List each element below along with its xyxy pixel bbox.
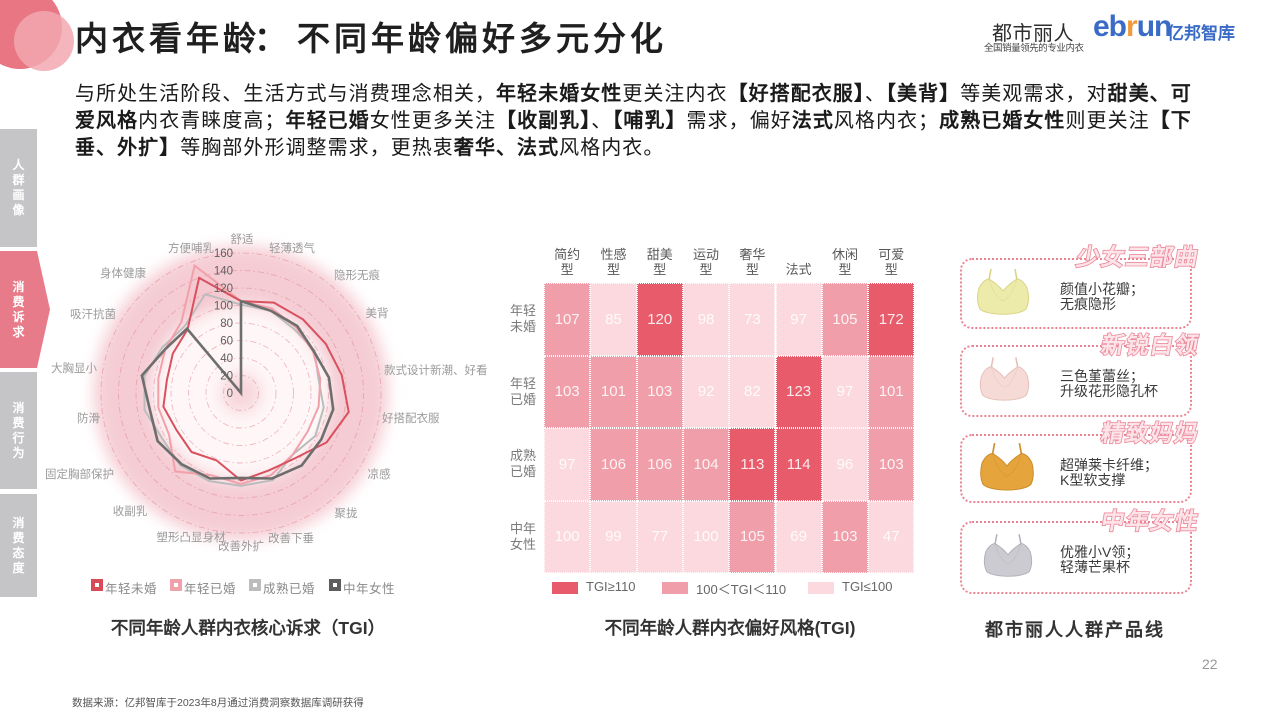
svg-text:100: 100: [214, 301, 233, 313]
svg-text:中年女性: 中年女性: [1099, 508, 1200, 534]
svg-text:160: 160: [214, 248, 233, 260]
svg-text:舒适: 舒适: [231, 232, 254, 246]
svg-text:0: 0: [227, 388, 233, 400]
svg-text:精致妈妈: 精致妈妈: [1099, 420, 1200, 446]
svg-text:隐形无痕: 隐形无痕: [334, 268, 380, 282]
svg-text:改善下垂: 改善下垂: [268, 531, 314, 545]
svg-text:120: 120: [214, 283, 233, 295]
svg-text:固定胸部保护: 固定胸部保护: [45, 467, 114, 481]
svg-text:好搭配衣服: 好搭配衣服: [382, 411, 440, 425]
svg-text:新锐白领: 新锐白领: [1099, 332, 1200, 358]
svg-text:80: 80: [220, 318, 233, 330]
svg-text:40: 40: [220, 353, 233, 365]
svg-text:大胸显小: 大胸显小: [51, 361, 97, 375]
svg-text:收副乳: 收副乳: [113, 504, 148, 518]
svg-text:方便哺乳: 方便哺乳: [168, 241, 214, 255]
svg-text:少女三部曲: 少女三部曲: [1074, 244, 1200, 270]
svg-text:凉感: 凉感: [368, 467, 391, 481]
svg-text:美背: 美背: [366, 306, 389, 320]
svg-text:轻薄透气: 轻薄透气: [269, 241, 315, 255]
svg-text:140: 140: [214, 266, 233, 278]
svg-text:聚拢: 聚拢: [335, 506, 358, 520]
svg-text:60: 60: [220, 336, 233, 348]
svg-text:20: 20: [220, 371, 233, 383]
svg-text:身体健康: 身体健康: [100, 266, 146, 280]
svg-text:吸汗抗菌: 吸汗抗菌: [70, 307, 116, 321]
svg-text:改善外扩: 改善外扩: [218, 539, 264, 553]
svg-text:塑形凸显身材: 塑形凸显身材: [157, 530, 226, 544]
svg-text:防滑: 防滑: [77, 411, 100, 425]
svg-text:款式设计新潮、好看: 款式设计新潮、好看: [384, 363, 488, 377]
